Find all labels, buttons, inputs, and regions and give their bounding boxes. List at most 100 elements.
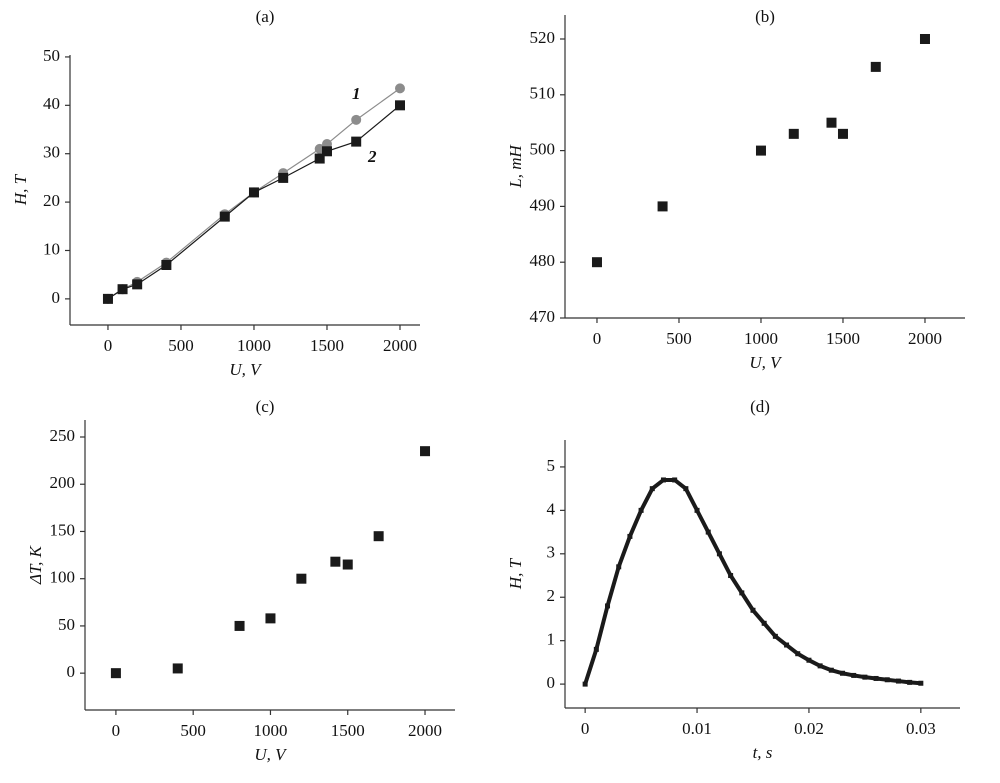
x-tick-label: 1000: [744, 329, 778, 348]
x-tick-label: 500: [180, 721, 206, 740]
x-tick-label: 1500: [331, 721, 365, 740]
y-tick-label: 520: [530, 28, 556, 47]
data-point: [826, 117, 837, 128]
x-tick-label: 0: [112, 721, 121, 740]
x-tick-label: 500: [666, 329, 692, 348]
series-line: [583, 477, 921, 686]
x-tick-label: 0.03: [906, 719, 936, 738]
panel-title: (c): [256, 397, 275, 416]
y-tick-label: 500: [530, 140, 556, 159]
data-point: [394, 83, 405, 94]
y-tick-label: 5: [547, 456, 556, 475]
x-axis-label: U, V: [749, 353, 783, 372]
data-point: [895, 678, 901, 684]
data-point: [907, 679, 913, 685]
x-tick-label: 1500: [826, 329, 860, 348]
data-point: [248, 187, 259, 198]
y-tick-label: 470: [530, 307, 556, 326]
x-axis-label: t, s: [753, 743, 773, 762]
data-point: [616, 564, 622, 570]
data-point: [582, 681, 588, 687]
data-point: [342, 559, 353, 570]
data-point: [278, 172, 289, 183]
data-point: [627, 533, 633, 539]
data-point: [806, 657, 812, 663]
data-point: [593, 646, 599, 652]
y-tick-label: 0: [67, 662, 76, 681]
panel-title: (b): [755, 7, 775, 26]
x-tick-label: 0: [581, 719, 590, 738]
data-point: [837, 128, 848, 139]
y-tick-label: 480: [530, 251, 556, 270]
data-point: [351, 114, 362, 125]
data-point: [117, 284, 128, 295]
y-tick-label: 510: [530, 84, 556, 103]
x-tick-label: 0: [104, 336, 113, 355]
data-point: [132, 279, 143, 290]
data-point: [884, 677, 890, 683]
data-point: [851, 672, 857, 678]
data-point: [351, 136, 362, 147]
data-point: [110, 668, 121, 679]
data-point: [750, 607, 756, 613]
x-axis-label: U, V: [254, 745, 288, 764]
data-point: [784, 642, 790, 648]
y-tick-label: 30: [43, 143, 60, 162]
y-tick-label: 0: [547, 673, 556, 692]
data-point: [420, 446, 431, 457]
y-tick-label: 1: [547, 630, 556, 649]
data-point: [219, 211, 230, 222]
y-tick-label: 0: [52, 288, 61, 307]
y-tick-label: 3: [547, 543, 556, 562]
data-point: [755, 145, 766, 156]
data-point: [394, 100, 405, 111]
y-tick-label: 100: [50, 568, 76, 587]
x-axis-label: U, V: [229, 360, 263, 379]
y-axis-label: ΔT, K: [26, 544, 45, 585]
data-point: [161, 260, 172, 270]
data-point: [321, 146, 332, 157]
data-point: [728, 573, 734, 579]
y-axis-label: H, T: [506, 557, 525, 590]
data-point: [817, 663, 823, 669]
y-tick-label: 4: [547, 499, 556, 518]
x-tick-label: 0: [593, 329, 602, 348]
data-point: [234, 620, 245, 631]
x-tick-label: 0.02: [794, 719, 824, 738]
data-point: [705, 529, 711, 535]
data-point: [761, 620, 767, 626]
y-tick-label: 50: [58, 615, 75, 634]
data-point: [862, 674, 868, 680]
y-tick-label: 250: [50, 426, 76, 445]
data-point: [649, 486, 655, 492]
series-label: 1: [352, 84, 361, 103]
data-point: [694, 507, 700, 513]
x-tick-label: 2000: [383, 336, 417, 355]
data-point: [373, 531, 384, 542]
data-point: [919, 33, 930, 44]
data-point: [788, 128, 799, 139]
series-line: [107, 104, 401, 300]
y-axis-label: L, mH: [506, 144, 525, 189]
x-tick-label: 2000: [408, 721, 442, 740]
panel-title: (d): [750, 397, 770, 416]
data-point: [739, 590, 745, 596]
data-point: [828, 667, 834, 673]
data-point: [172, 663, 183, 674]
y-tick-label: 50: [43, 46, 60, 65]
data-point: [870, 61, 881, 72]
data-point: [102, 293, 113, 304]
y-tick-label: 40: [43, 94, 60, 113]
data-point: [605, 603, 611, 609]
y-tick-label: 490: [530, 195, 556, 214]
y-axis-label: H, T: [11, 173, 30, 206]
data-point: [314, 153, 325, 164]
panel-title: (a): [256, 7, 275, 26]
data-point: [918, 680, 924, 686]
x-tick-label: 1000: [253, 721, 287, 740]
data-point: [683, 486, 689, 492]
data-point: [795, 651, 801, 657]
y-tick-label: 20: [43, 191, 60, 210]
data-point: [296, 573, 307, 584]
